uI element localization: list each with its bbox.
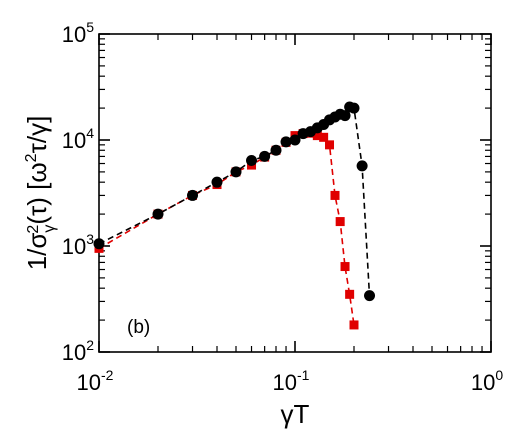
data-point — [259, 150, 271, 162]
data-point — [348, 102, 360, 114]
x-axis-title: γT — [281, 399, 310, 429]
data-point — [211, 176, 223, 188]
x-tick-label: 100 — [471, 367, 503, 395]
data-point — [280, 136, 292, 148]
y-tick-label: 102 — [62, 337, 94, 365]
data-point — [270, 144, 282, 156]
plot-frame — [98, 33, 492, 353]
y-tick-label: 103 — [62, 231, 94, 259]
y-axis-title: 1/σγ2(τ) [ω2τ/γ] — [22, 116, 58, 271]
panel-label: (b) — [127, 317, 150, 338]
series-layer — [93, 101, 376, 330]
data-point — [187, 189, 199, 201]
data-point — [345, 289, 355, 299]
data-point — [152, 208, 164, 220]
series-black-circles — [93, 101, 376, 302]
series-line — [98, 106, 371, 296]
data-point — [340, 262, 350, 272]
y-tick-label: 105 — [62, 19, 94, 47]
tick-marks — [98, 33, 492, 353]
data-point — [339, 110, 351, 122]
data-point — [325, 140, 335, 150]
data-point — [364, 290, 376, 302]
data-point — [230, 166, 242, 178]
data-point — [93, 238, 105, 250]
series-red-squares — [94, 128, 359, 330]
data-point — [349, 320, 359, 330]
data-point — [246, 155, 258, 167]
data-point — [319, 132, 329, 142]
y-tick-label: 104 — [62, 125, 94, 153]
data-point — [330, 190, 340, 200]
data-point — [312, 131, 322, 141]
data-point — [356, 160, 368, 172]
tick-labels: 10-2 10-1 100 102 103 104 105 — [62, 19, 504, 395]
series-line — [98, 132, 355, 326]
x-tick-label: 10-2 — [77, 367, 114, 395]
x-tick-label: 10-1 — [273, 367, 310, 395]
data-point — [289, 134, 301, 146]
data-point — [335, 217, 345, 227]
